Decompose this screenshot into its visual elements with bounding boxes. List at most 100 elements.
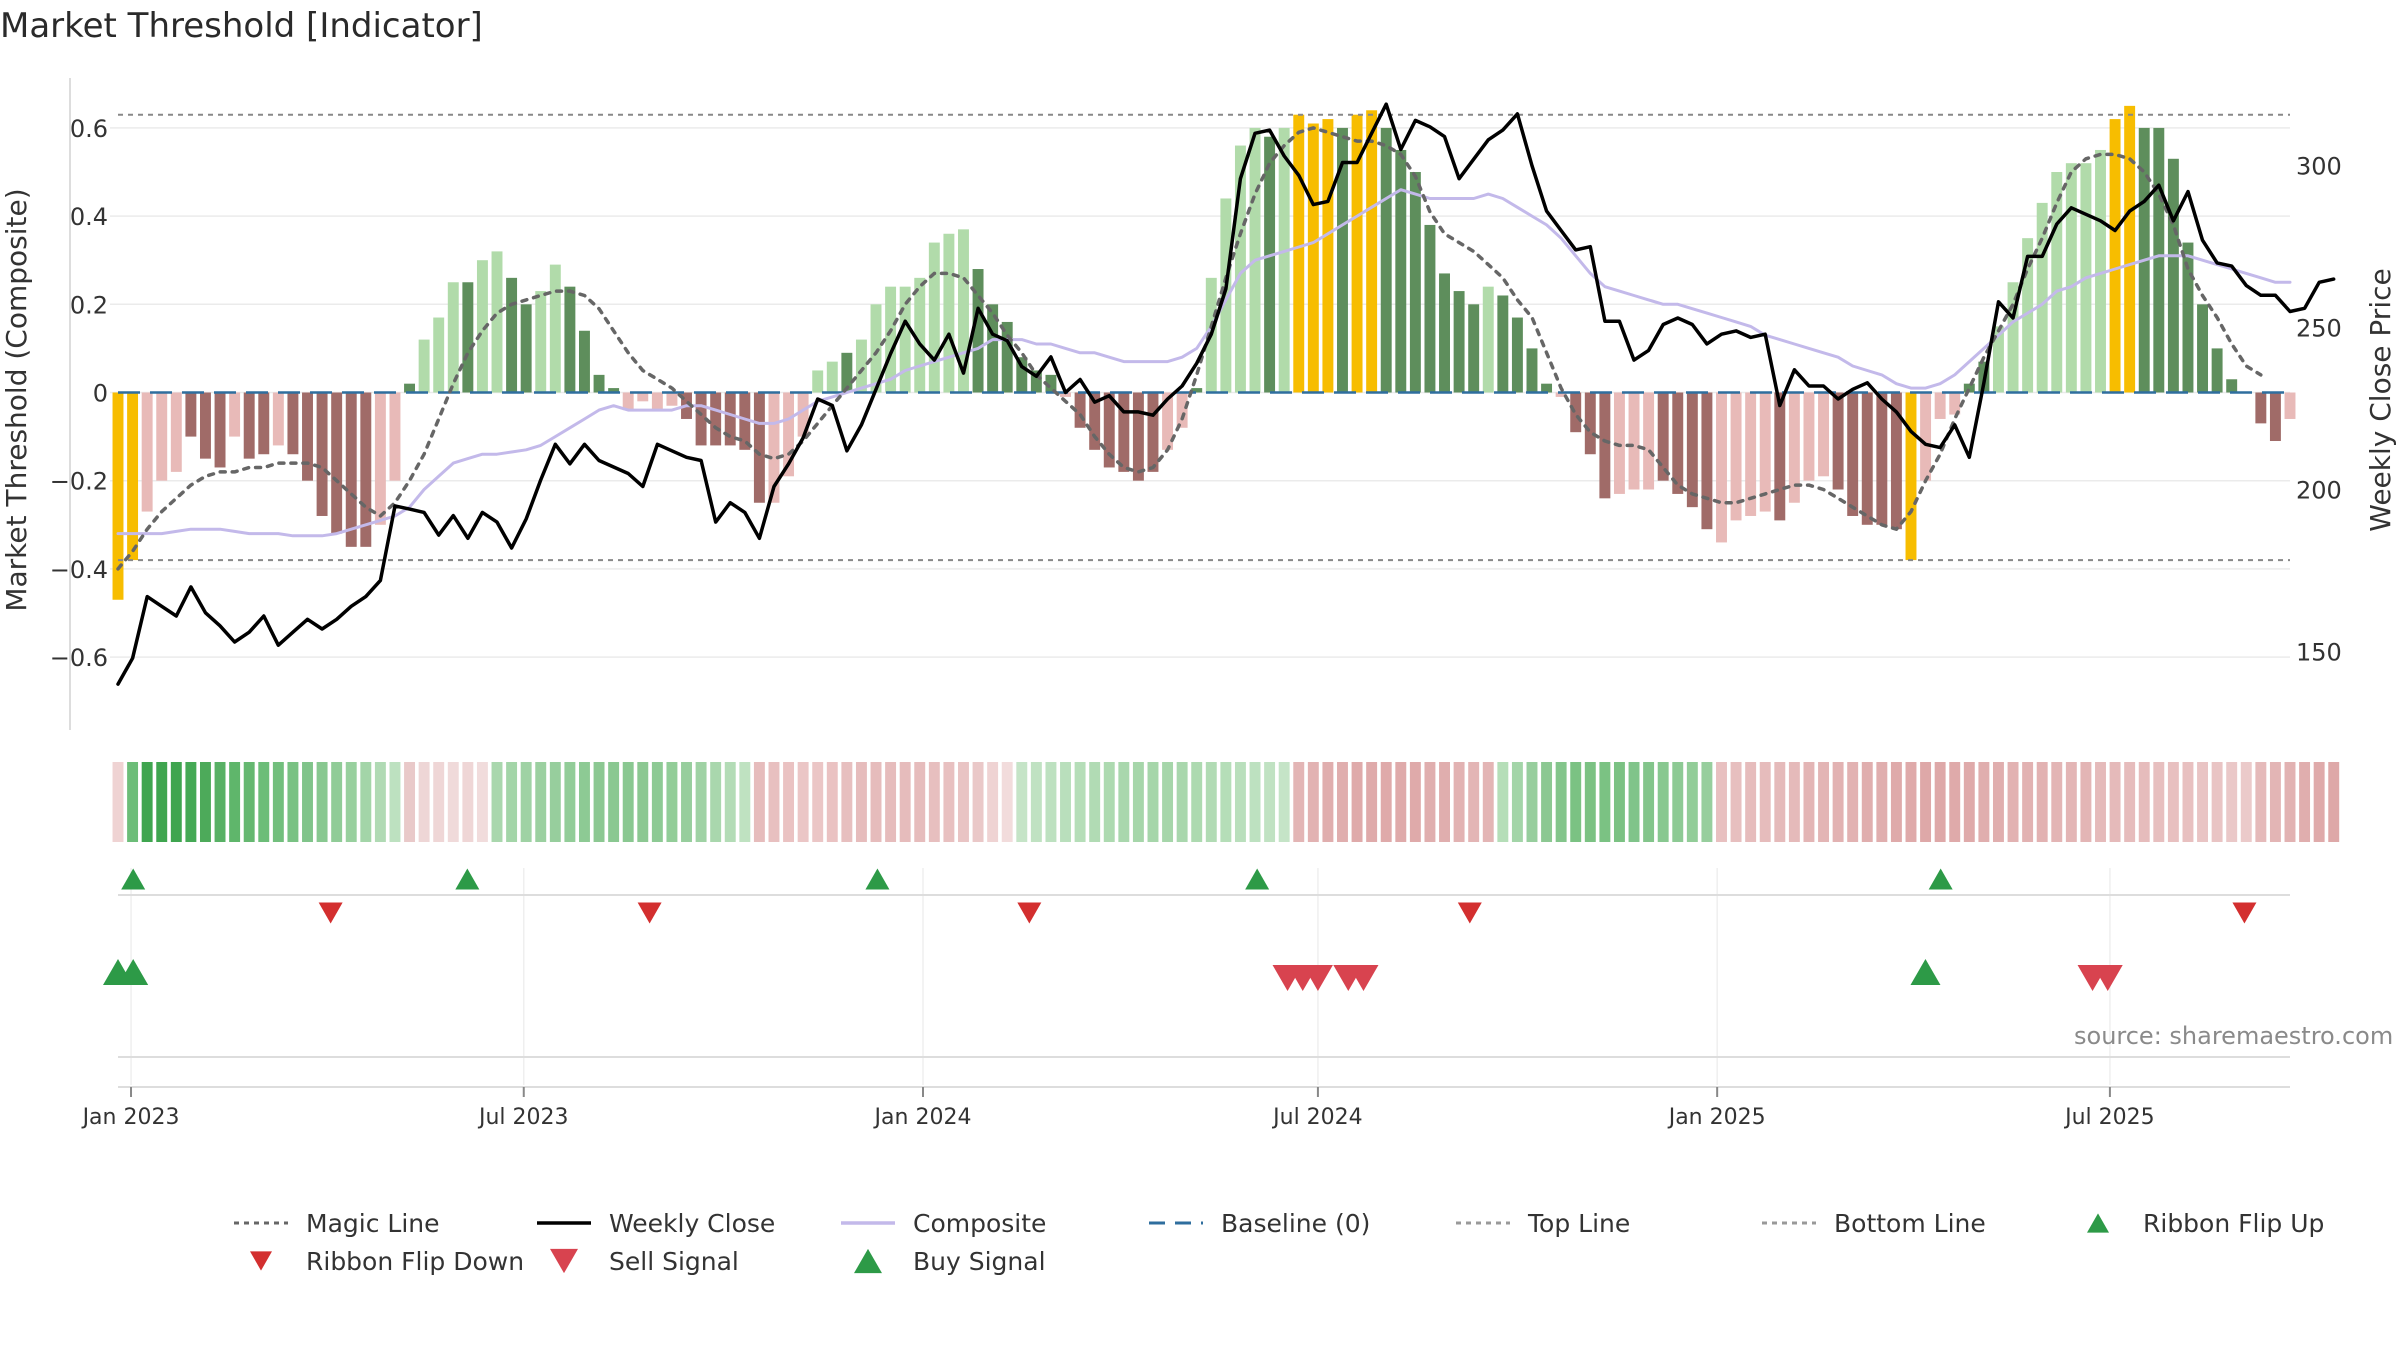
x-tick-label: Jan 2023 xyxy=(81,1105,180,1130)
ribbon-segment xyxy=(476,762,488,842)
buy-signal-marker xyxy=(1910,958,1941,986)
composite-bar xyxy=(229,392,241,437)
composite-bar xyxy=(1526,348,1538,393)
composite-bar xyxy=(1016,357,1028,393)
ribbon-segment xyxy=(433,762,445,842)
ribbon-segment xyxy=(1234,762,1246,842)
ribbon-segment xyxy=(2284,762,2296,842)
composite-bar xyxy=(112,392,124,600)
ribbon-segment xyxy=(1176,762,1188,842)
ribbon-segment xyxy=(1759,762,1771,842)
y-tick-label-right: 300 xyxy=(2296,153,2342,181)
ribbon-segment xyxy=(739,762,751,842)
ribbon-segment xyxy=(666,762,678,842)
composite-bar xyxy=(1949,392,1961,415)
ribbon-segment xyxy=(1118,762,1130,842)
composite-bar xyxy=(345,392,357,547)
composite-bar xyxy=(1832,392,1844,490)
ribbon-segment xyxy=(1716,762,1727,842)
ribbon-segment xyxy=(418,762,430,842)
ribbon-segment xyxy=(1482,762,1494,842)
composite-bar xyxy=(141,392,153,512)
composite-bar xyxy=(1380,127,1392,393)
composite-bar xyxy=(1264,136,1276,393)
composite-bar xyxy=(2167,158,2179,393)
composite-bar xyxy=(885,286,897,393)
composite-bar xyxy=(1643,392,1655,490)
ribbon-segment xyxy=(2007,762,2019,842)
legend-symbol-shape xyxy=(250,1251,272,1271)
legend-label: Weekly Close xyxy=(609,1208,776,1238)
ribbon-segment xyxy=(2255,762,2267,842)
ribbon-segment xyxy=(2109,762,2121,842)
composite-bar xyxy=(739,392,751,450)
composite-bar xyxy=(1103,392,1115,468)
ribbon-segment xyxy=(170,762,182,842)
ribbon-segment xyxy=(855,762,867,842)
composite-bar xyxy=(768,392,780,503)
ribbon-segment xyxy=(1511,762,1523,842)
composite-bar xyxy=(447,282,459,393)
ribbon-segment xyxy=(374,762,386,842)
ribbon-segment xyxy=(272,762,284,842)
composite-bar xyxy=(1147,392,1159,472)
ribbon-flip-down-marker xyxy=(637,902,662,924)
ribbon-segment xyxy=(1628,762,1640,842)
composite-bar xyxy=(1424,224,1436,393)
legend-label: Ribbon Flip Up xyxy=(2143,1208,2325,1238)
source-label: source: sharemaestro.com xyxy=(2074,1022,2394,1050)
legend-symbol xyxy=(854,1248,882,1274)
ribbon-segment xyxy=(1060,762,1071,842)
composite-bar xyxy=(608,388,620,393)
composite-bar xyxy=(958,229,969,393)
composite-bar xyxy=(987,304,999,393)
ribbon-segment xyxy=(141,762,153,842)
ribbon-segment xyxy=(724,762,736,842)
composite-bar xyxy=(331,392,343,534)
composite-bar xyxy=(520,304,532,393)
ribbon-flip-down-marker xyxy=(1017,902,1042,924)
legend-label: Buy Signal xyxy=(913,1246,1046,1276)
composite-bar xyxy=(2269,392,2281,442)
ribbon-segment xyxy=(1963,762,1975,842)
composite-bar xyxy=(812,370,824,393)
x-tick-label: Jul 2025 xyxy=(2063,1105,2155,1130)
composite-bar xyxy=(1628,392,1640,490)
y-tick-label-right: 150 xyxy=(2296,639,2342,667)
composite-bar xyxy=(1759,392,1771,512)
composite-bar xyxy=(724,392,736,446)
legend-label: Composite xyxy=(913,1208,1047,1238)
composite-bar xyxy=(302,392,313,481)
ribbon-segment xyxy=(1949,762,1961,842)
ribbon-segment xyxy=(287,762,299,842)
ribbon-segment xyxy=(1264,762,1276,842)
ribbon-segment xyxy=(870,762,882,842)
ribbon-segment xyxy=(972,762,984,842)
ribbon-segment xyxy=(2051,762,2063,842)
composite-bar xyxy=(2007,282,2019,393)
ribbon-segment xyxy=(1672,762,1684,842)
composite-bar xyxy=(1293,114,1305,393)
ribbon-segment xyxy=(404,762,416,842)
legend-item-baseline-0: Baseline (0) xyxy=(1145,1208,1370,1238)
legend-symbol xyxy=(234,1221,288,1225)
legend-item-weekly-close: Weekly Close xyxy=(533,1208,775,1238)
ribbon-segment xyxy=(1249,762,1261,842)
composite-bar xyxy=(404,383,416,393)
legend-label: Ribbon Flip Down xyxy=(306,1246,525,1276)
ribbon-segment xyxy=(928,762,940,842)
legend-label: Magic Line xyxy=(306,1208,440,1238)
composite-bar xyxy=(1686,392,1698,508)
ribbon-flip-up-marker xyxy=(1245,868,1270,890)
ribbon-segment xyxy=(258,762,270,842)
ribbon-segment xyxy=(549,762,561,842)
composite-bar xyxy=(2153,127,2165,393)
composite-bar xyxy=(1176,392,1188,428)
composite-bar xyxy=(1307,123,1319,393)
composite-bar xyxy=(695,392,707,446)
composite-bar xyxy=(928,242,940,393)
composite-bar xyxy=(666,392,678,406)
ribbon-segment xyxy=(1045,762,1057,842)
composite-bar xyxy=(1497,295,1509,393)
